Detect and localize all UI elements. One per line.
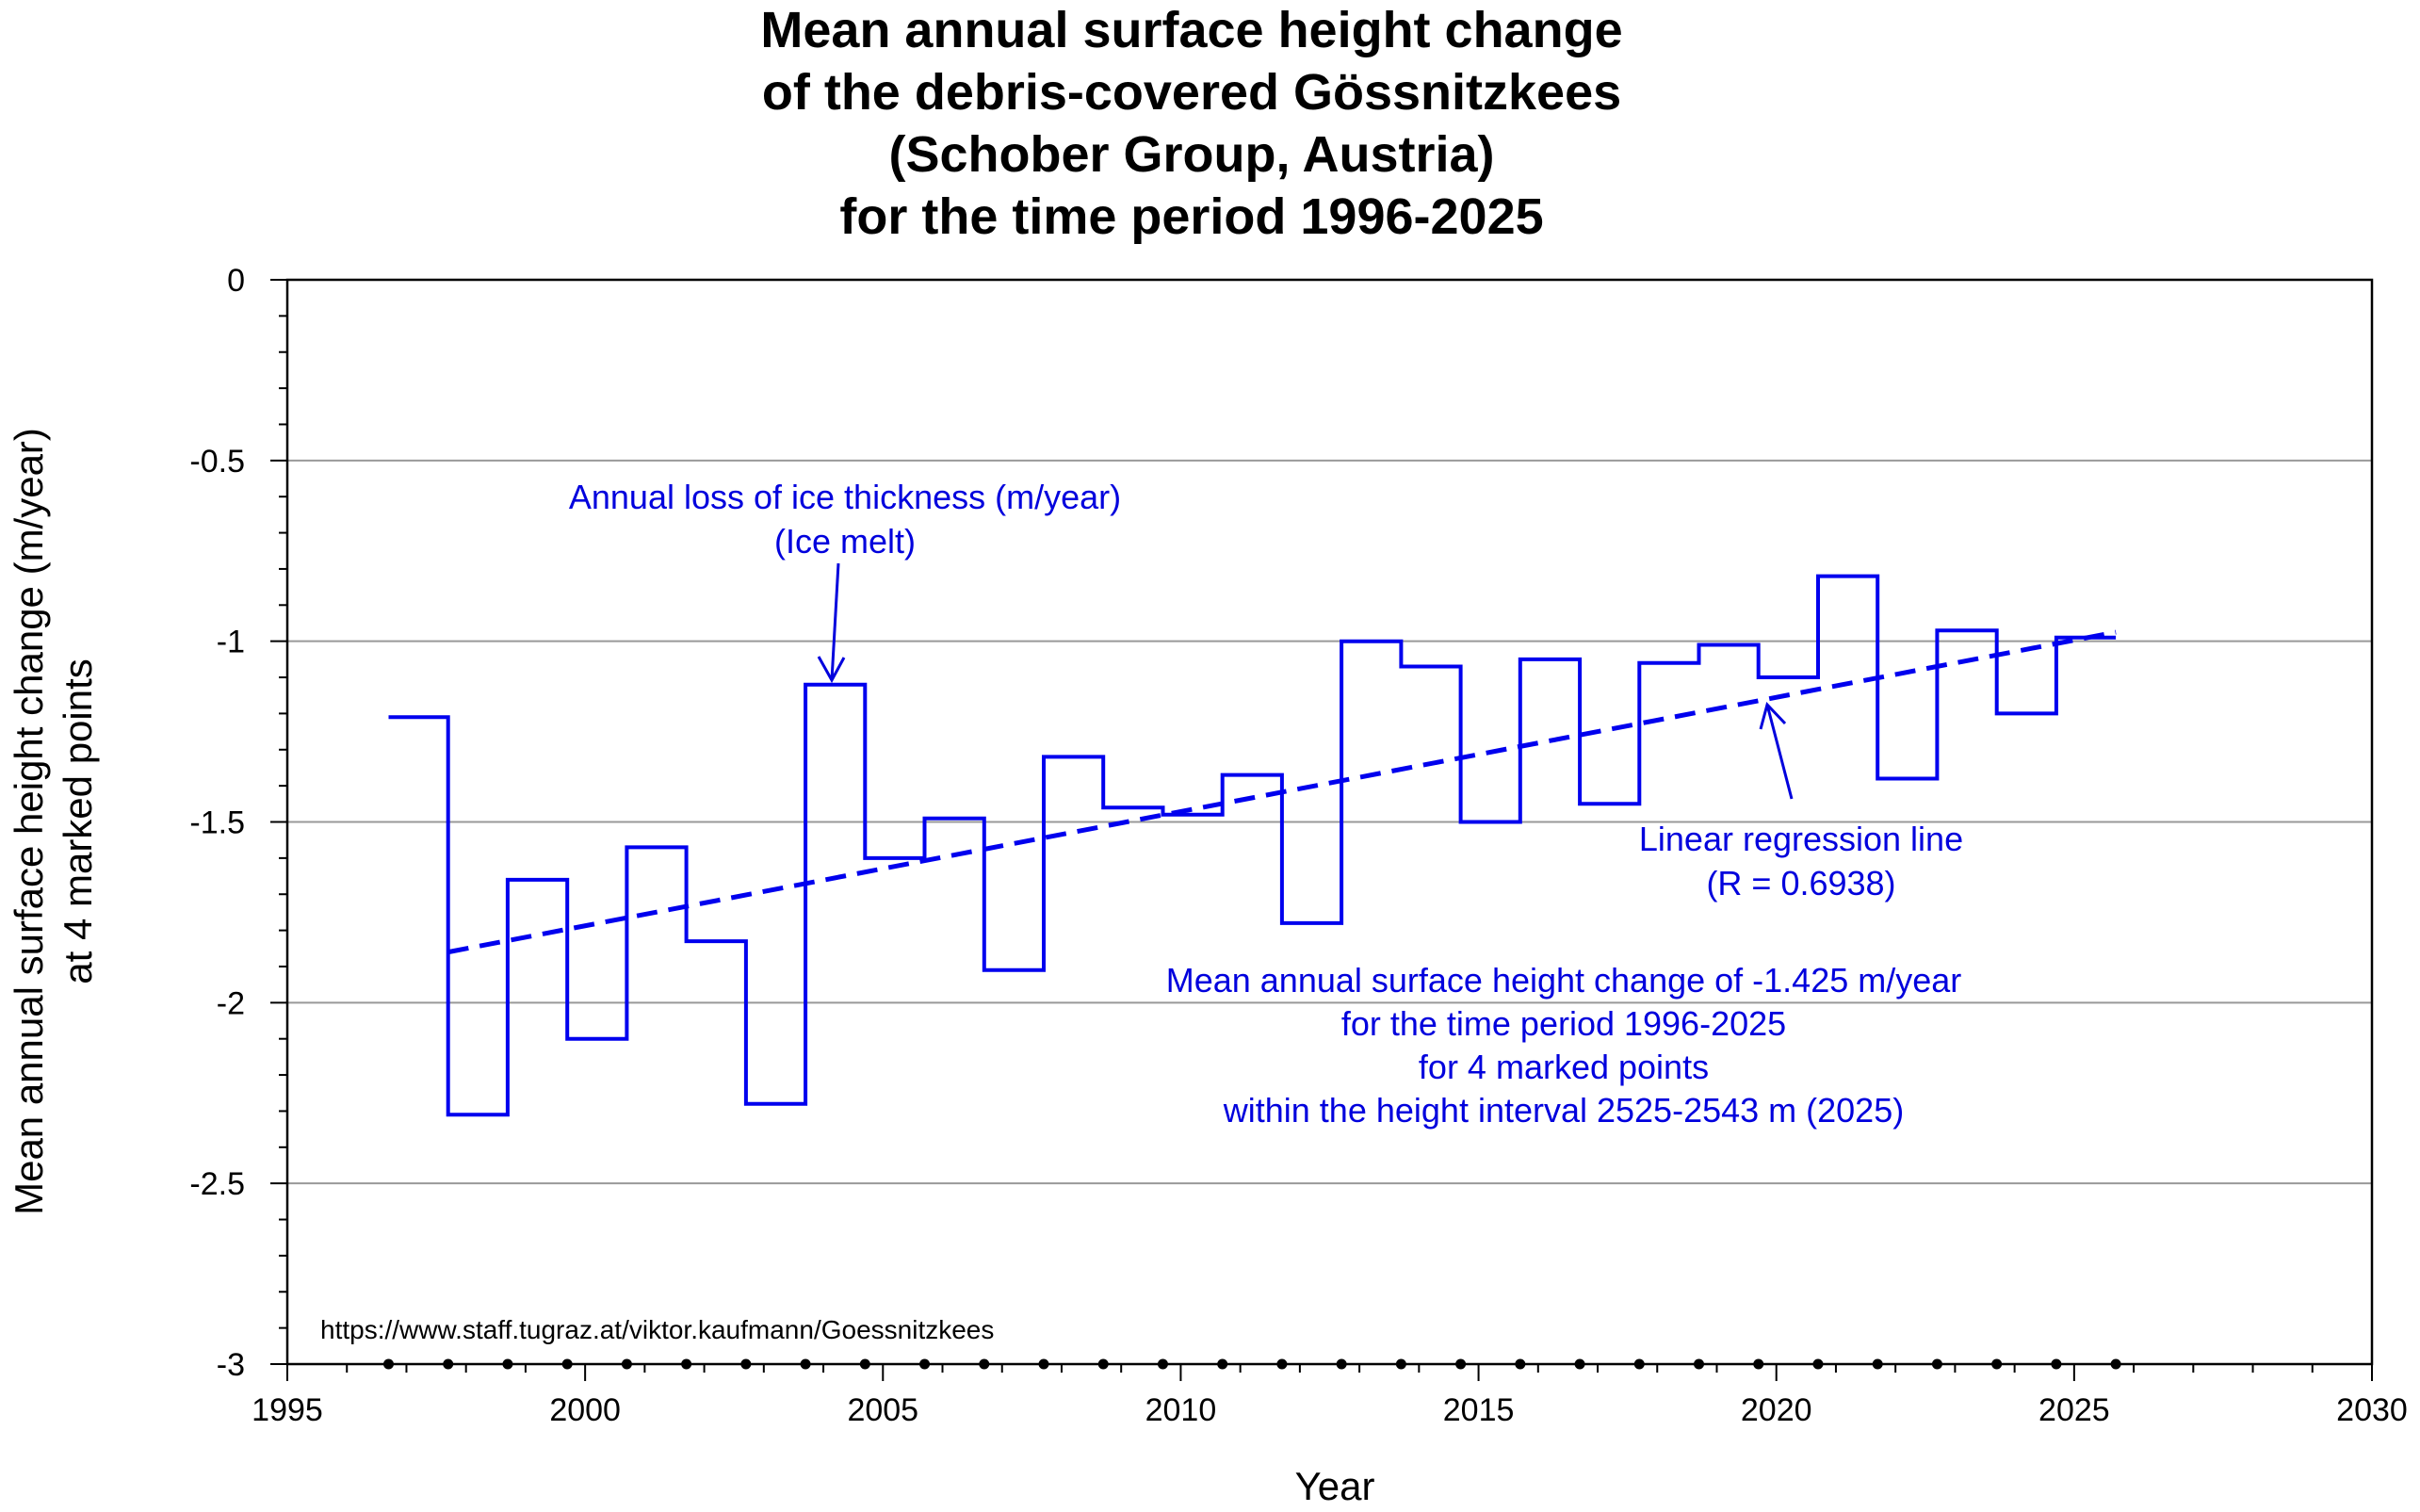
y-axis-label-line-1: Mean annual surface height change (m/yea… bbox=[7, 428, 51, 1215]
epoch-marker-21 bbox=[1633, 1358, 1645, 1370]
epoch-marker-1 bbox=[443, 1358, 454, 1370]
ice-melt-arrow-head bbox=[817, 656, 846, 684]
y-tick-label: -1.5 bbox=[189, 805, 245, 841]
regression-label-line-2: (R = 0.6938) bbox=[1706, 864, 1895, 902]
y-axis-label-line-2: at 4 marked points bbox=[56, 658, 100, 984]
annotation-arrows bbox=[817, 562, 1794, 800]
mean-label-line-1: Mean annual surface height change of -1.… bbox=[1166, 961, 1962, 1000]
chart-title: Mean annual surface height change of the… bbox=[760, 2, 1622, 245]
y-tick-label: 0 bbox=[227, 263, 245, 299]
epoch-marker-23 bbox=[1753, 1358, 1764, 1370]
epoch-marker-24 bbox=[1812, 1358, 1824, 1370]
epoch-marker-18 bbox=[1455, 1358, 1467, 1370]
mean-label-line-3: for 4 marked points bbox=[1419, 1048, 1709, 1086]
title-line-4: for the time period 1996-2025 bbox=[839, 188, 1543, 245]
epoch-marker-15 bbox=[1276, 1358, 1288, 1370]
y-axis-ticks: 0 -0.5 -1 -1.5 -2 -2.5 -3 bbox=[189, 263, 287, 1383]
x-tick-label: 1995 bbox=[252, 1392, 323, 1428]
epoch-marker-6 bbox=[740, 1358, 752, 1370]
annotations: Annual loss of ice thickness (m/year) (I… bbox=[320, 478, 1963, 1344]
epoch-marker-22 bbox=[1694, 1358, 1705, 1370]
regression-arrow bbox=[1765, 704, 1794, 800]
ice-melt-label-line-2: (Ice melt) bbox=[774, 522, 916, 561]
epoch-marker-13 bbox=[1157, 1358, 1168, 1370]
x-tick-label: 2010 bbox=[1145, 1392, 1217, 1428]
y-tick-label: -1 bbox=[217, 625, 245, 660]
y-tick-label: -2.5 bbox=[189, 1166, 245, 1202]
y-tick-label: -0.5 bbox=[189, 444, 245, 480]
epoch-marker-17 bbox=[1395, 1358, 1406, 1370]
x-axis-label: Year bbox=[1295, 1464, 1375, 1508]
epoch-marker-29 bbox=[2110, 1358, 2121, 1370]
epoch-marker-0 bbox=[382, 1358, 394, 1370]
epoch-marker-20 bbox=[1574, 1358, 1585, 1370]
epoch-marker-25 bbox=[1872, 1358, 1883, 1370]
epoch-marker-8 bbox=[859, 1358, 870, 1370]
epoch-marker-16 bbox=[1336, 1358, 1347, 1370]
ice-melt-arrow bbox=[830, 562, 840, 681]
epoch-marker-2 bbox=[502, 1358, 513, 1370]
title-line-3: (Schober Group, Austria) bbox=[888, 126, 1494, 183]
x-tick-label: 2000 bbox=[549, 1392, 621, 1428]
x-tick-label: 2020 bbox=[1741, 1392, 1812, 1428]
epoch-marker-7 bbox=[800, 1358, 811, 1370]
ice-melt-label-line-1: Annual loss of ice thickness (m/year) bbox=[569, 478, 1121, 516]
epoch-marker-5 bbox=[681, 1358, 692, 1370]
regression-line bbox=[447, 629, 2117, 955]
regression-arrow-head bbox=[1759, 702, 1787, 730]
x-tick-label: 2025 bbox=[2038, 1392, 2110, 1428]
mean-label-line-4: within the height interval 2525-2543 m (… bbox=[1223, 1091, 1904, 1130]
epoch-marker-26 bbox=[1931, 1358, 1942, 1370]
epoch-marker-27 bbox=[1991, 1358, 2003, 1370]
x-tick-label: 2005 bbox=[847, 1392, 918, 1428]
x-tick-label: 2015 bbox=[1443, 1392, 1515, 1428]
epoch-markers bbox=[382, 1358, 2121, 1370]
epoch-marker-3 bbox=[561, 1358, 573, 1370]
epoch-marker-19 bbox=[1515, 1358, 1526, 1370]
mean-label-line-2: for the time period 1996-2025 bbox=[1341, 1004, 1786, 1043]
title-line-2: of the debris-covered Gössnitzkees bbox=[762, 64, 1621, 121]
epoch-marker-12 bbox=[1097, 1358, 1109, 1370]
epoch-marker-11 bbox=[1038, 1358, 1049, 1370]
gridlines bbox=[287, 459, 2372, 1185]
regression-label-line-1: Linear regression line bbox=[1639, 820, 1963, 858]
x-tick-label: 2030 bbox=[2336, 1392, 2408, 1428]
y-tick-label: -3 bbox=[217, 1347, 245, 1383]
epoch-marker-4 bbox=[621, 1358, 632, 1370]
epoch-marker-28 bbox=[2051, 1358, 2062, 1370]
title-line-1: Mean annual surface height change bbox=[760, 2, 1622, 58]
series-layer bbox=[388, 574, 2117, 1117]
epoch-marker-14 bbox=[1217, 1358, 1228, 1370]
ice-loss-step-series bbox=[388, 574, 2117, 1117]
source-url: https://www.staff.tugraz.at/viktor.kaufm… bbox=[320, 1315, 994, 1344]
x-axis-ticks: 1995 2000 2005 2010 2015 2020 2025 2030 bbox=[252, 1364, 2408, 1428]
y-tick-label: -2 bbox=[217, 985, 245, 1021]
epoch-marker-10 bbox=[979, 1358, 990, 1370]
epoch-marker-9 bbox=[919, 1358, 931, 1370]
y-axis-label: Mean annual surface height change (m/yea… bbox=[7, 428, 100, 1215]
